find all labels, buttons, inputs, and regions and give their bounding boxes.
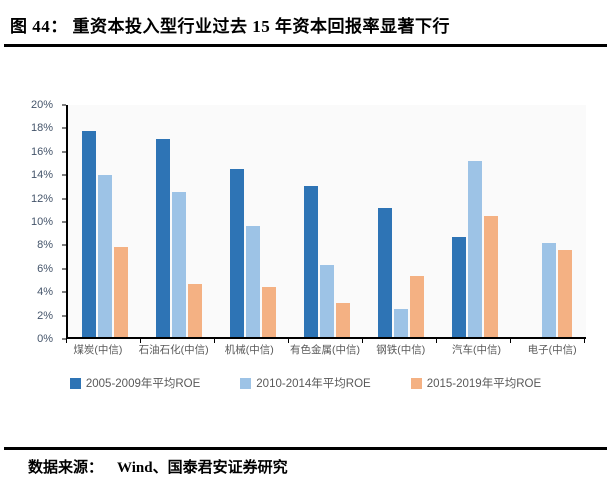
- legend-swatch-icon: [410, 377, 422, 389]
- legend-item: 2015-2019年平均ROE: [410, 375, 542, 391]
- y-tick-label: 0%: [37, 333, 53, 345]
- y-tick-mark: [62, 104, 66, 106]
- bar: [188, 283, 202, 337]
- bar: [172, 192, 186, 337]
- bar: [246, 225, 260, 337]
- data-source-line: 数据来源： Wind、国泰君安证券研究: [28, 456, 288, 477]
- y-tick-label: 6%: [37, 262, 53, 275]
- title-divider: [4, 44, 607, 47]
- x-tick-mark: [66, 339, 67, 343]
- bar: [262, 287, 276, 337]
- bar-group: [68, 105, 142, 337]
- bar: [378, 208, 392, 337]
- y-tick-label: 20%: [30, 99, 53, 111]
- bar: [468, 160, 482, 337]
- chart-legend: 2005-2009年平均ROE 2010-2014年平均ROE 2015-2019年…: [0, 375, 611, 391]
- x-tick-mark: [140, 339, 141, 343]
- y-axis: 0% 2% 4% 6% 8% 10% 12% 14% 16% 18% 20%: [0, 99, 66, 345]
- x-tick-mark: [584, 339, 585, 343]
- bar: [98, 174, 112, 337]
- bar-group: [290, 105, 364, 337]
- bar: [484, 216, 498, 337]
- bar-group: [142, 105, 216, 337]
- y-tick-label: 10%: [30, 216, 53, 228]
- legend-item: 2005-2009年平均ROE: [69, 375, 201, 391]
- x-axis-category-label: 石油石化(中信): [138, 344, 209, 356]
- bar-group: [512, 105, 586, 337]
- legend-swatch-icon: [69, 377, 81, 389]
- x-tick-mark: [288, 339, 289, 343]
- x-axis-category-label: 煤炭(中信): [73, 344, 123, 356]
- x-tick-mark: [436, 339, 437, 343]
- y-tick-label: 16%: [30, 145, 53, 158]
- x-tick-mark: [510, 339, 511, 343]
- y-tick-label: 4%: [37, 286, 53, 299]
- bar: [82, 130, 96, 337]
- bar: [394, 309, 408, 337]
- plot-area: [66, 105, 586, 339]
- bar: [336, 303, 350, 337]
- bar: [230, 168, 244, 337]
- x-axis-labels: 煤炭(中信) 石油石化(中信) 机械(中信) 有色金属(中信) 钢铁(中信) 汽车(中信)…: [60, 342, 590, 357]
- bar-group: [438, 105, 512, 337]
- source-text: Wind、国泰君安证券研究: [117, 460, 288, 476]
- bar-groups: [68, 105, 586, 337]
- x-axis-category-label: 机械(中信): [224, 344, 274, 356]
- bar: [320, 265, 334, 337]
- bar: [410, 275, 424, 337]
- legend-label: 2015-2019年平均ROE: [426, 378, 542, 390]
- x-axis-category-label: 电子(中信): [527, 344, 577, 356]
- figure-title: 图 44： 重资本投入型行业过去 15 年资本回报率显著下行: [10, 17, 450, 36]
- y-tick-label: 12%: [30, 192, 53, 205]
- y-tick-mark: [62, 315, 66, 317]
- bar-group: [216, 105, 290, 337]
- source-divider: [4, 447, 607, 450]
- y-tick-mark: [62, 291, 66, 293]
- source-label: 数据来源：: [28, 460, 104, 476]
- legend-item: 2010-2014年平均ROE: [240, 375, 371, 391]
- bar: [156, 138, 170, 337]
- y-tick-mark: [62, 338, 66, 340]
- x-axis-category-label: 钢铁(中信): [376, 344, 426, 356]
- y-tick-mark: [62, 221, 66, 223]
- legend-label: 2005-2009年平均ROE: [85, 378, 201, 390]
- y-tick-mark: [62, 268, 66, 270]
- legend-swatch-icon: [240, 377, 252, 389]
- y-tick-mark: [62, 151, 66, 153]
- bar: [452, 237, 466, 337]
- y-tick-mark: [62, 127, 66, 129]
- bar: [114, 246, 128, 337]
- x-tick-mark: [214, 339, 215, 343]
- bar: [558, 250, 572, 337]
- bar-group: [364, 105, 438, 337]
- y-tick-label: 2%: [37, 309, 53, 322]
- bar: [304, 186, 318, 337]
- bar: [542, 243, 556, 337]
- y-tick-label: 8%: [37, 239, 53, 252]
- x-tick-mark: [362, 339, 363, 343]
- x-axis-category-label: 汽车(中信): [451, 344, 501, 356]
- y-tick-mark: [62, 198, 66, 200]
- x-axis-category-label: 有色金属(中信): [290, 344, 361, 356]
- y-tick-mark: [62, 174, 66, 176]
- y-tick-mark: [62, 244, 66, 246]
- y-tick-label: 14%: [30, 169, 53, 182]
- y-tick-label: 18%: [30, 122, 53, 135]
- legend-label: 2010-2014年平均ROE: [256, 378, 371, 390]
